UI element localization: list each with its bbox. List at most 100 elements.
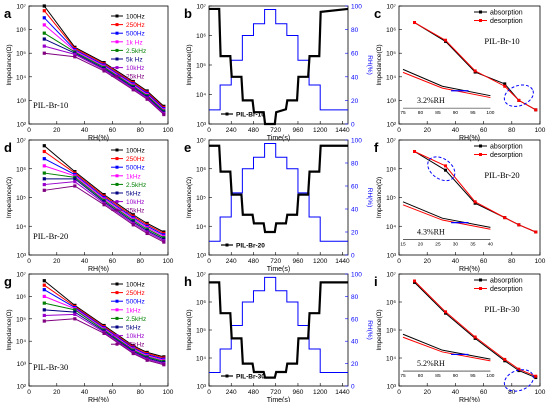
y-tick-label: 10⁷ [16, 138, 26, 145]
legend-label: 2.5kHz [126, 48, 146, 55]
y-axis-label: Impedance(Ω) [186, 309, 193, 350]
y-tick-label: 10³ [387, 253, 397, 260]
desorption-point [503, 216, 507, 220]
sample-label: PIL-Br-30 [484, 304, 519, 314]
series-line-2 [44, 289, 164, 360]
series-line-1 [43, 10, 165, 108]
y-tick-label: 10⁷ [196, 138, 206, 145]
y2-tick-label: 20 [351, 98, 359, 105]
data-point [102, 331, 106, 335]
x-tick-label: 240 [226, 389, 237, 396]
data-point [42, 283, 46, 287]
panel-letter: c [374, 6, 381, 21]
panel-letter: g [4, 274, 12, 289]
y-axis-label: Impedance(Ω) [186, 177, 193, 218]
series-line-1 [44, 284, 164, 359]
inset-tick-label: 100 [486, 373, 494, 379]
x-tick-label: 20 [424, 258, 432, 265]
x-tick-label: 60 [480, 127, 488, 134]
panel-g: g 10² 10³ 10⁴ 10⁵ 10⁶ 10⁷ 0 20 40 60 80 100 RH(%) Impe… [4, 272, 174, 402]
y-tick-label: 10³ [17, 361, 27, 368]
x-tick-label: 0 [397, 127, 401, 134]
inset-tick-label: 80 [418, 110, 424, 116]
x-tick-label: 1200 [313, 389, 328, 396]
legend-label: 100Hz [126, 148, 145, 155]
x-tick-label: 80 [508, 127, 516, 134]
x-tick-label: 60 [109, 389, 117, 396]
absorption-line [414, 282, 536, 379]
sample-label: PIL-Br-10 [33, 100, 68, 110]
y-tick-label: 10³ [387, 98, 397, 105]
inset-tick-label: 40 [488, 242, 494, 248]
desorption-point [473, 335, 477, 339]
data-point [73, 312, 77, 316]
desorption-point [413, 279, 417, 283]
y-tick-label: 10³ [197, 253, 207, 260]
y-axis-label: Impedance(Ω) [376, 309, 383, 350]
sample-label: PIL-Br-10 [484, 36, 519, 46]
x-axis-label: Time(s) [267, 266, 290, 273]
legend-label: PIL-Br-30 [236, 374, 265, 381]
desorption-point [517, 367, 521, 371]
series-line-3 [44, 295, 164, 361]
x-tick-label: 100 [535, 389, 546, 396]
y-tick-label: 10⁵ [16, 51, 26, 58]
x-axis-label: Time(s) [267, 135, 290, 142]
y2-tick-label: 20 [351, 230, 359, 237]
x-tick-label: 0 [27, 258, 31, 265]
x-axis-label: RH(%) [459, 135, 480, 142]
x-tick-label: 720 [270, 258, 281, 265]
series-line-7 [44, 318, 164, 366]
inset-tick-label: 85 [435, 373, 441, 379]
y-tick-label: 10⁶ [196, 300, 206, 307]
inset-absorption-line [402, 333, 491, 360]
y-tick-label: 10⁵ [16, 316, 26, 323]
legend-marker [115, 23, 119, 27]
data-point [42, 182, 46, 187]
inset-tick-label: 75 [400, 373, 406, 379]
legend-marker [479, 153, 482, 156]
y-tick-label: 10³ [197, 122, 207, 129]
x-tick-label: 60 [480, 389, 488, 396]
data-point [42, 23, 46, 27]
legend-marker [115, 148, 119, 152]
inset-tick-label: 20 [418, 242, 424, 248]
series-line-6 [44, 181, 165, 242]
inset-tick-label: 75 [400, 110, 406, 116]
series-line-3 [43, 24, 165, 111]
x-tick-label: 20 [53, 389, 61, 396]
data-point [42, 51, 46, 55]
data-point [73, 310, 77, 314]
inset-absorption-line [402, 201, 491, 228]
legend-label: 25kHz [126, 342, 144, 349]
y2-tick-label: 40 [351, 339, 359, 346]
y-tick-label: 10⁶ [16, 294, 26, 301]
data-point [42, 313, 46, 318]
y-tick-label: 10⁴ [386, 356, 396, 363]
data-point [42, 31, 46, 35]
data-point [131, 351, 135, 356]
desorption-point [517, 223, 521, 227]
y-tick-label: 10⁷ [386, 272, 396, 279]
data-point [42, 301, 46, 305]
y-tick-label: 10³ [17, 253, 27, 260]
y2-tick-label: 100 [351, 138, 362, 145]
y-tick-label: 10⁴ [16, 224, 26, 231]
y-tick-label: 10⁵ [386, 328, 396, 335]
y-tick-label: 10⁷ [196, 4, 206, 11]
y-tick-label: 10⁴ [196, 224, 206, 231]
legend-label: 500Hz [126, 299, 145, 306]
legend-marker [115, 31, 119, 35]
y2-tick-label: 60 [351, 184, 359, 191]
x-tick-label: 80 [508, 258, 516, 265]
inset-desorption-line [402, 71, 491, 99]
legend-marker [115, 14, 119, 18]
data-point [73, 55, 77, 59]
x-tick-label: 60 [480, 258, 488, 265]
desorption-point [473, 69, 477, 73]
inset-tick-label: 90 [453, 110, 459, 116]
legend-marker [479, 144, 482, 148]
